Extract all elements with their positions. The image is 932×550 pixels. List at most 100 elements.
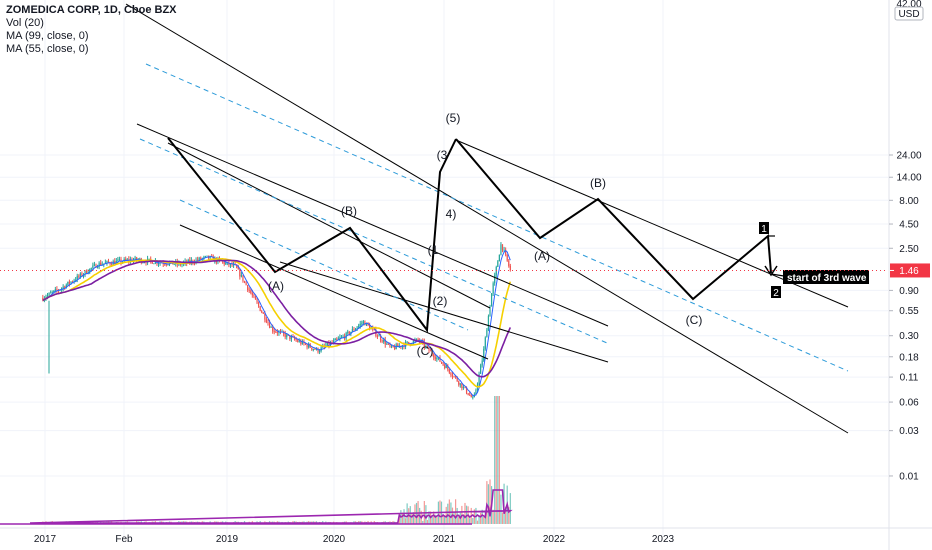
price-tick-label: 0.06 [899,398,919,409]
vol-indicator-label[interactable]: Vol (20) [6,17,44,29]
candle-body [489,306,491,317]
candle-body [60,288,63,290]
candle-body [254,296,257,300]
ma55-indicator-label[interactable]: MA (55, close, 0) [6,43,89,55]
ma-fast-line [42,250,511,397]
wave-label-b: (B) [341,204,357,218]
candle-body [253,295,255,297]
ma99-indicator-label[interactable]: MA (99, close, 0) [6,30,89,42]
candle-body [247,285,249,290]
candle-body [451,375,454,377]
candle-body [448,369,450,373]
candle-body [298,340,300,342]
candle-body [412,340,414,345]
candle-body [56,289,58,291]
candle-body [251,293,253,296]
candle-body [394,347,396,349]
volume-bar [486,481,488,524]
candle-body [96,266,99,268]
volume-bar [489,479,491,524]
currency-unit-label: USD [898,9,919,20]
candle-body [148,258,150,260]
candle-body [434,357,436,359]
candle-body [264,313,266,320]
volume-bar [436,516,438,524]
candle-body [86,270,88,274]
candle-body [248,289,250,291]
candle-body [187,259,189,263]
volume-bar [495,396,497,524]
volume-bar [462,516,465,524]
time-tick-label: 2022 [543,534,566,545]
candle-body [364,321,366,326]
candle-body [51,292,53,293]
symbol-title[interactable]: ZOMEDICA CORP, 1D, Cboe BZX [6,4,177,16]
candle-body [67,281,69,285]
wave-label-a: (A) [268,279,284,293]
candle-body [203,256,205,259]
candle-body [267,322,269,323]
candle-body [286,334,288,338]
volume-bar [480,512,482,524]
candle-body [89,268,91,273]
candle-body [239,269,241,277]
volume-bar [476,520,479,524]
candle-body [273,331,275,333]
wave-label-c: (C) [417,344,434,358]
candle-body [118,259,121,261]
arrow-head [764,265,778,277]
candle-body [475,389,477,395]
arrow-stub [770,273,785,277]
volume-bar [401,512,404,524]
channel-line [136,123,609,327]
wave-labels: (A) (B) (C) (1 (2) (3 4) (5) (A) (B) (C) 1 2 start of… [268,111,869,358]
volume-bar [505,506,507,524]
candle-body [53,290,55,293]
candle-body [503,249,505,251]
candle-body [455,376,457,378]
wave-path [167,137,457,333]
candle-body [62,286,64,289]
time-tick-label: Feb [115,534,133,545]
candle-body [125,258,127,261]
candle-body [358,325,360,328]
time-axis[interactable]: 2017 Feb 2019 2020 2021 2022 2023 [0,527,932,545]
current-price-tag [890,263,930,278]
forecast-label-c: (C) [686,313,703,327]
candle-body [76,275,78,281]
candle-body [167,264,169,266]
volume-bar [472,518,474,524]
candle-body [450,372,452,376]
price-tick-label: 14.00 [896,173,921,184]
candle-body [415,338,418,341]
candle-body [107,261,110,263]
candle-body [334,338,336,341]
candle-body [486,329,488,338]
candle-body [478,373,480,384]
volume-bar [409,506,411,524]
wave-box-2-text: 2 [773,288,779,299]
volume-bar [403,509,405,524]
candle-body [50,292,52,294]
candle-body [114,261,116,264]
candle-body [461,383,463,388]
candle-body [408,341,410,344]
candle-body [259,306,261,311]
candle-body [329,342,332,346]
candle-body [164,263,166,265]
volume-bar [465,505,468,524]
candle-body [225,262,227,265]
wave-label-1: (1 [428,243,439,257]
wave-label-5: (5) [446,111,461,125]
volume-bar [431,516,433,524]
candle-body [134,257,136,260]
candle-body [84,270,86,275]
candle-body [483,348,485,361]
candle-body [54,289,56,291]
price-tick-label: 0.30 [899,331,919,342]
candle-body [236,264,238,268]
time-tick-label: 2017 [34,534,57,545]
volume-bar [412,512,414,524]
candle-body [262,312,264,314]
